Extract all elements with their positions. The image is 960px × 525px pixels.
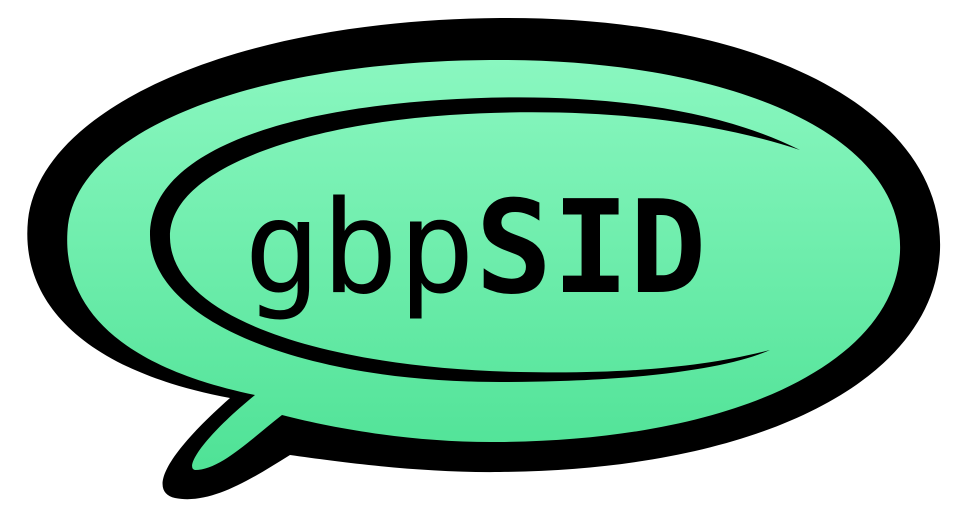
logo-text-bold: SID <box>475 174 706 323</box>
speech-bubble <box>27 17 941 500</box>
logo-text: gbpSID <box>244 174 706 323</box>
swoosh <box>150 97 800 383</box>
logo-text-regular: gbp <box>244 174 475 323</box>
